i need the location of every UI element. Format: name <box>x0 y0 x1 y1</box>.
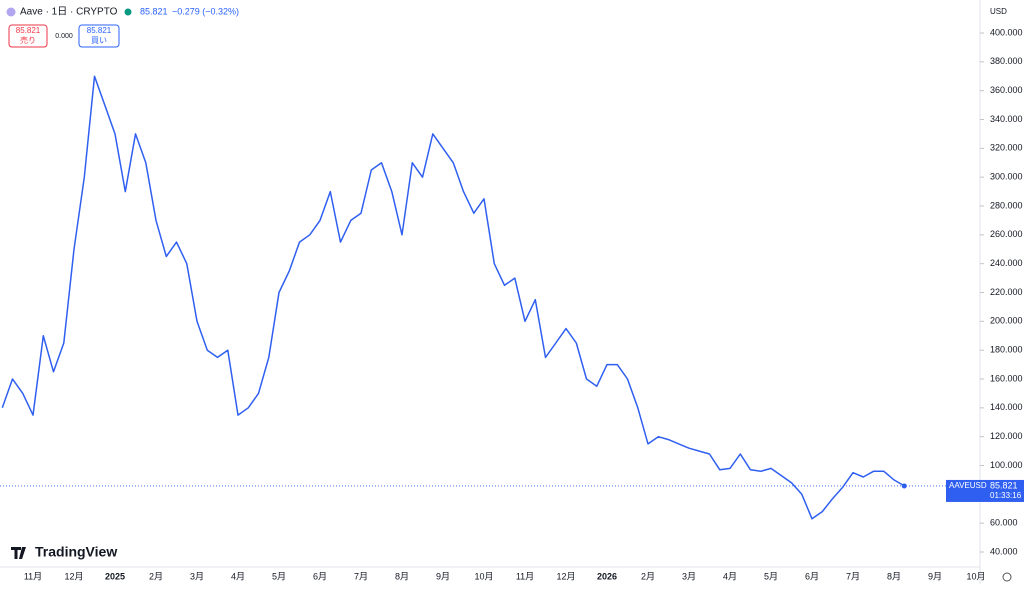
x-tick-label: 4月 <box>231 571 245 581</box>
y-tick-label: 60.000 <box>990 518 1018 528</box>
x-tick-label: 7月 <box>354 571 368 581</box>
x-tick-label: 6月 <box>805 571 819 581</box>
y-tick-label: 300.000 <box>990 172 1023 182</box>
y-tick-label: 400.000 <box>990 27 1023 37</box>
x-tick-label: 10月 <box>966 571 985 581</box>
y-tick-label: 160.000 <box>990 373 1023 383</box>
price-label-box <box>946 479 1024 502</box>
y-tick-label: 40.000 <box>990 546 1018 556</box>
x-tick-label: 12月 <box>64 571 83 581</box>
price-label-symbol: AAVEUSD <box>949 481 987 490</box>
y-tick-label: 360.000 <box>990 85 1023 95</box>
x-tick-label: 3月 <box>190 571 204 581</box>
y-tick-label: 280.000 <box>990 200 1023 210</box>
logo: TradingView <box>35 544 117 560</box>
x-tick-label: 3月 <box>682 571 696 581</box>
x-tick-label: 8月 <box>395 571 409 581</box>
buy-button[interactable] <box>78 24 120 48</box>
buy-label: 買い <box>91 36 107 45</box>
sell-button[interactable] <box>8 24 48 48</box>
last-price: 85.821 <box>140 6 168 16</box>
y-tick-label: 240.000 <box>990 258 1023 268</box>
x-tick-label: 2月 <box>641 571 655 581</box>
y-tick-label: 180.000 <box>990 345 1023 355</box>
y-tick-label: 380.000 <box>990 56 1023 66</box>
last-point <box>901 483 907 489</box>
y-tick-label: 260.000 <box>990 229 1023 239</box>
y-tick-label: 140.000 <box>990 402 1023 412</box>
market-status <box>124 8 132 16</box>
y-tick-label: 220.000 <box>990 287 1023 297</box>
symbol: Aave · 1日 · CRYPTO <box>20 7 118 18</box>
x-tick-label: 2026 <box>597 571 617 581</box>
price-label-price: 85.821 <box>990 480 1018 490</box>
x-tick-label: 2月 <box>149 571 163 581</box>
spread: 0.000 <box>55 33 73 40</box>
x-tick-label: 11月 <box>516 571 534 581</box>
x-tick-label: 2025 <box>105 571 125 581</box>
x-tick-label: 10月 <box>474 571 493 581</box>
x-tick-label: 9月 <box>928 571 942 581</box>
x-tick-label: 5月 <box>272 571 286 581</box>
change: −0.279 (−0.32%) <box>172 6 239 16</box>
y-tick-label: 340.000 <box>990 114 1023 124</box>
buy-price: 85.821 <box>87 26 112 35</box>
symbol-icon <box>6 7 16 17</box>
x-tick-label: 4月 <box>723 571 737 581</box>
price-label-countdown: 01:33:16 <box>990 491 1022 500</box>
x-tick-label: 5月 <box>764 571 778 581</box>
price-line <box>1 75 905 520</box>
x-tick-label: 9月 <box>436 571 450 581</box>
y-tick-label: 100.000 <box>990 460 1023 470</box>
x-tick-label: 7月 <box>846 571 860 581</box>
settings-button[interactable] <box>1002 572 1012 582</box>
x-tick-label: 8月 <box>887 571 901 581</box>
sell-label: 売り <box>20 35 36 45</box>
logo-icon <box>11 547 26 559</box>
y-tick-label: 120.000 <box>990 431 1023 441</box>
y-tick-label: 320.000 <box>990 143 1023 153</box>
x-tick-label: 6月 <box>313 571 327 581</box>
sell-price: 85.821 <box>16 26 41 35</box>
x-tick-label: 11月 <box>24 571 42 581</box>
currency: USD <box>990 7 1007 16</box>
x-tick-label: 12月 <box>556 571 575 581</box>
y-tick-label: 200.000 <box>990 316 1023 326</box>
